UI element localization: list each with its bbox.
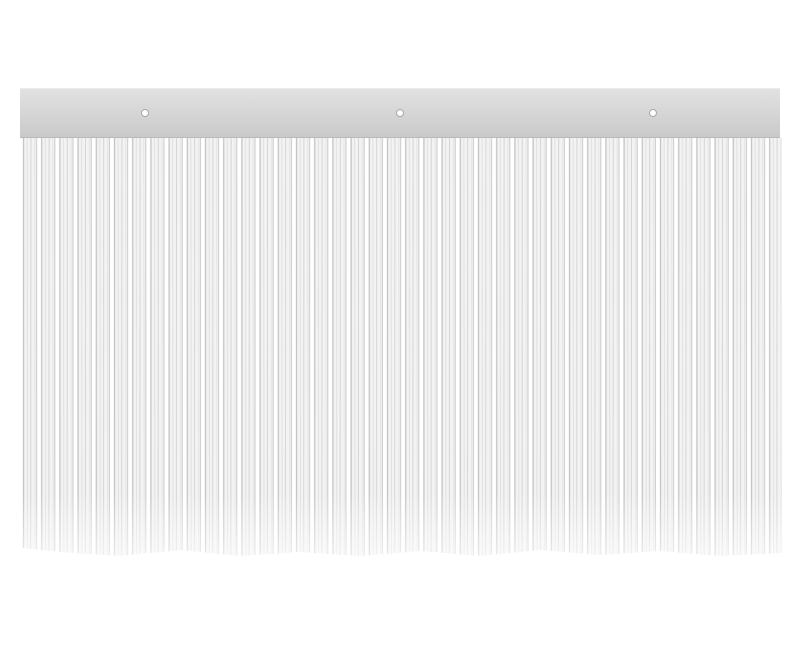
mounting-hole xyxy=(141,109,149,117)
mounting-hole xyxy=(649,109,657,117)
bristle-fade xyxy=(22,138,782,556)
bristles xyxy=(22,138,782,562)
mounting-hole xyxy=(396,109,404,117)
mounting-bar xyxy=(20,88,780,138)
